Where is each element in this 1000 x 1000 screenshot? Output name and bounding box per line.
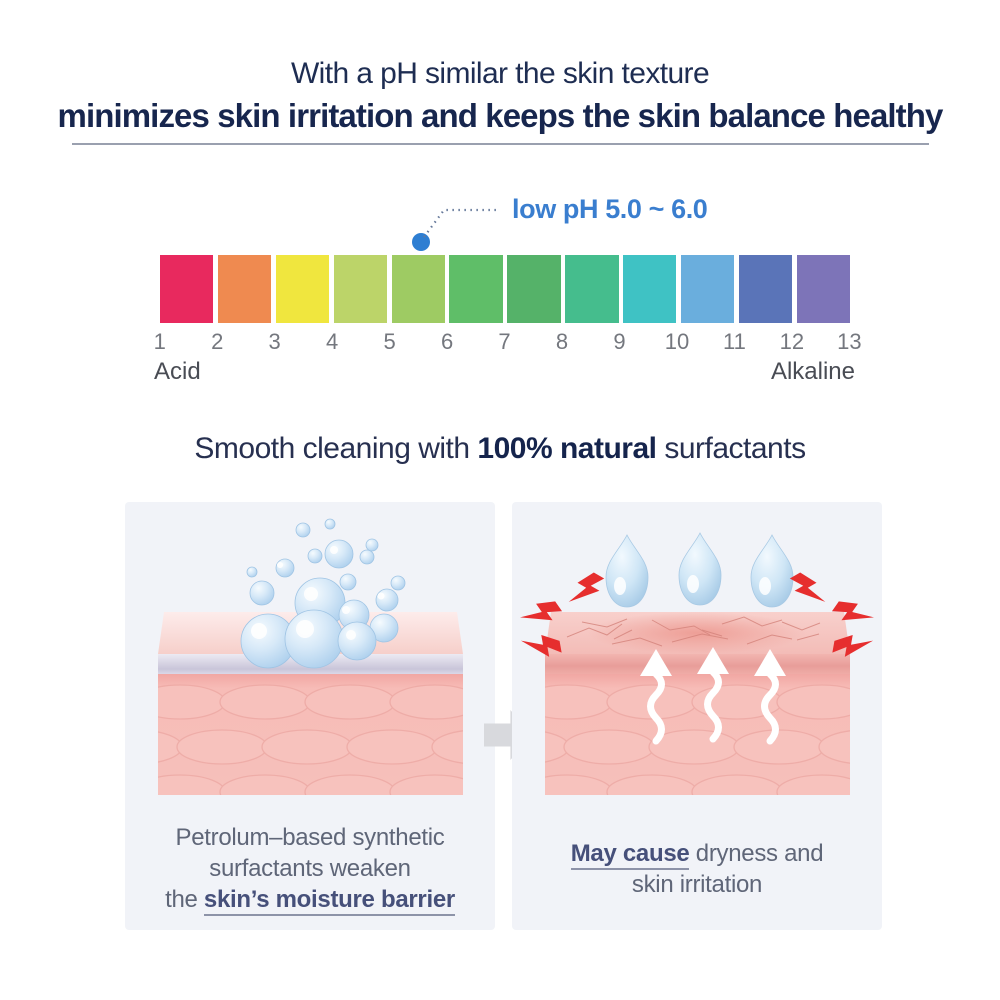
ph-segment: [507, 255, 561, 323]
left-caption-line3-bold: skin’s moisture barrier: [203, 886, 455, 916]
section-heading-suffix: surfactants: [656, 432, 806, 465]
ph-tick-label: 11: [723, 329, 746, 354]
dotted-leader-line: [423, 208, 497, 238]
ph-annotation-label: low pH 5.0 ~ 6.0: [512, 194, 708, 224]
skin-cells-pattern: [158, 684, 463, 795]
ph-segment: [333, 255, 387, 323]
dry-irritated-skin-illustration: [520, 532, 874, 795]
left-caption-line3-prefix: the: [165, 886, 204, 913]
ph-tick-label: 1: [153, 329, 166, 354]
natural-surfactant-panel: May cause dryness and skin irritation: [512, 502, 882, 930]
alkaline-label: Alkaline: [770, 358, 855, 385]
ph-tick-label: 13: [837, 329, 862, 354]
ph-segment: [275, 255, 330, 323]
ph-marker-dot: [412, 233, 430, 251]
ph-tick-label: 5: [383, 329, 396, 354]
section-heading: Smooth cleaning with 100% natural surfac…: [0, 432, 1000, 466]
ph-segment: [449, 255, 503, 323]
acid-label: Acid: [154, 358, 201, 385]
ph-segment: [623, 255, 677, 323]
ph-tick-label: 8: [555, 329, 569, 354]
section-heading-bold: 100% natural: [477, 432, 657, 465]
ph-tick-label: 4: [326, 329, 339, 354]
ph-tick-label: 9: [613, 329, 626, 354]
ph-segment: [391, 255, 445, 323]
ph-segment: [217, 255, 272, 323]
ph-tick-label: 10: [664, 329, 690, 354]
right-panel-caption: May cause dryness and skin irritation: [512, 838, 882, 900]
right-caption-line2: skin irritation: [631, 871, 763, 898]
right-caption-rest: dryness and: [689, 840, 824, 867]
right-caption-bold: May cause: [570, 840, 690, 870]
left-caption-line2: surfactants weaken: [209, 855, 411, 882]
skin-cracks: [566, 616, 821, 647]
water-drop-icons: [605, 532, 794, 608]
ph-segment: [796, 255, 850, 323]
heading-underline: [72, 143, 929, 145]
steam-arrow-icons: [640, 647, 786, 745]
ph-scale-ticks: 1 2 3 4 5 6 7 8 9 10 11 12 13: [131, 329, 878, 355]
ph-scale-segments: [160, 255, 850, 323]
soap-bubbles-on-skin-illustration: [158, 518, 463, 795]
left-caption-line1: Petrolum–based synthetic: [175, 824, 445, 851]
section-heading-prefix: Smooth cleaning with: [194, 432, 478, 465]
ph-tick-label: 6: [440, 329, 454, 354]
ph-tick-label: 7: [498, 329, 511, 354]
skin-cells-pattern: [545, 684, 850, 795]
ph-tick-label: 2: [211, 329, 224, 354]
ph-segment: [738, 255, 793, 323]
heading-line-2: minimizes skin irritation and keeps the …: [57, 97, 944, 134]
heading-line-1: With a pH similar the skin texture: [290, 57, 710, 90]
ph-segment: [160, 255, 214, 323]
ph-segment: [680, 255, 735, 323]
synthetic-surfactant-panel: Petrolum–based synthetic surfactants wea…: [125, 502, 495, 930]
soap-foam-bubbles: [240, 518, 406, 669]
left-panel-caption: Petrolum–based synthetic surfactants wea…: [125, 822, 495, 916]
ph-tick-label: 3: [268, 329, 281, 354]
ph-segment: [565, 255, 619, 323]
ph-tick-label: 12: [779, 329, 805, 354]
lightning-icons: [520, 572, 874, 657]
